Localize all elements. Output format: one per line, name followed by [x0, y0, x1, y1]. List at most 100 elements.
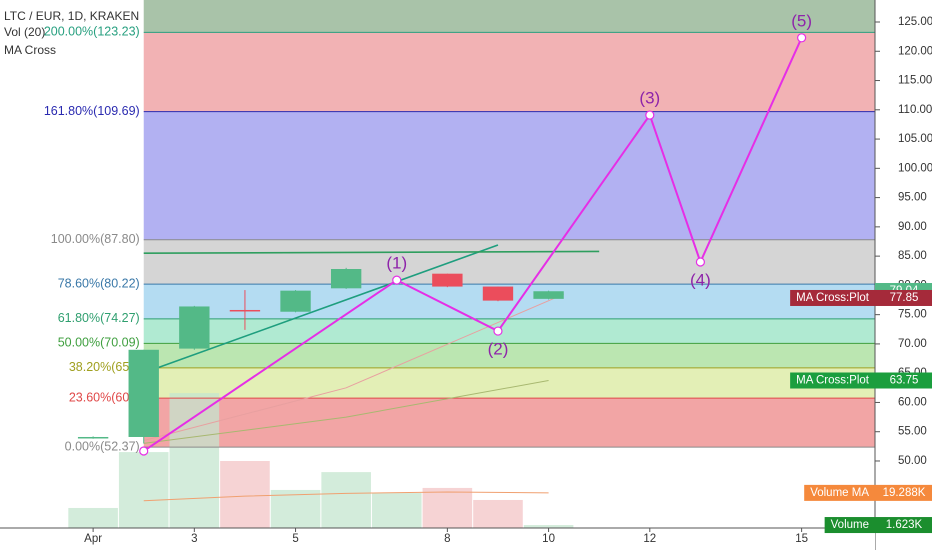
y-tick-label: 70.00 [898, 338, 927, 350]
badge-value-box [875, 372, 932, 389]
indicator-line [143, 380, 549, 444]
wave-point [645, 110, 655, 120]
candle-body [482, 286, 514, 301]
fib-level-label: 61.80%(74.27) [58, 311, 140, 325]
fib-level-label: 200.00%(123.23) [44, 25, 140, 39]
volume-bar [371, 493, 422, 528]
x-tick-label: 12 [643, 533, 656, 545]
y-tick-label: 85.00 [898, 250, 927, 262]
fib-level-label: 0.00%(52.37) [65, 439, 140, 453]
wave-label: (2) [488, 340, 509, 359]
y-tick-label: 95.00 [898, 192, 927, 204]
y-tick-label: 125.00 [898, 16, 932, 28]
price-badge: 63.75 MA Cross:Plot [790, 372, 932, 389]
indicator-label: Vol (20) [4, 25, 45, 39]
fib-band [143, 239, 875, 285]
wave-point [695, 257, 706, 267]
volume-bar [473, 499, 523, 528]
y-tick-label: 105.00 [898, 133, 932, 145]
fib-level-label: 161.80%(109.69) [44, 104, 140, 118]
badge-value: 1.623K [886, 519, 923, 531]
wave-point [392, 275, 402, 285]
volume-bar [321, 472, 371, 528]
y-tick-label: 75.00 [898, 309, 927, 321]
time-axis [0, 528, 875, 550]
badge-name: MA Cross:Plot [796, 292, 870, 304]
x-tick-label: 3 [191, 533, 197, 545]
fib-top-band [143, 0, 875, 33]
price-axis [875, 0, 932, 550]
badge-value-box [875, 517, 932, 534]
fib-level-label: 23.60%(60.7 [69, 390, 140, 404]
fib-band [143, 111, 875, 240]
volume-bar [68, 507, 118, 528]
wave-point [139, 446, 149, 456]
badge-value: 63.75 [890, 375, 919, 387]
wave-point [797, 33, 807, 43]
candle-body [533, 291, 564, 299]
y-tick-label: 110.00 [898, 104, 932, 116]
volume-bar [422, 487, 473, 528]
volume-bar [169, 393, 220, 528]
y-tick-label: 115.00 [898, 75, 932, 87]
volume-bar [523, 525, 574, 528]
x-tick-label: 5 [292, 533, 298, 545]
wave-label: (1) [386, 254, 407, 273]
indicator-line [143, 293, 564, 441]
candle-body [432, 273, 463, 287]
badge-name: Volume MA [810, 487, 869, 499]
candle-body [280, 290, 311, 312]
y-tick-label: 120.00 [898, 45, 932, 57]
badge-value-box [875, 289, 932, 306]
badge-name-box [790, 289, 875, 306]
fib-level-label: 100.00%(87.80) [51, 232, 140, 246]
y-tick-label: 55.00 [898, 426, 927, 438]
price-badge: 1.623K Volume [824, 517, 932, 534]
badge-value: 19.288K [883, 487, 926, 499]
wave-label: (5) [791, 11, 812, 30]
fib-level-label: 50.00%(70.09) [58, 336, 140, 350]
badge-name: MA Cross:Plot [796, 375, 870, 387]
fib-band [143, 343, 875, 368]
y-tick-label: 100.00 [898, 162, 932, 174]
x-tick-label: 10 [542, 533, 555, 545]
candle-body [229, 309, 261, 312]
volume-bar [220, 460, 270, 528]
y-tick-label: 50.00 [898, 455, 927, 467]
badge-value-box [875, 484, 932, 501]
candle-body [330, 269, 362, 289]
y-tick-label: 90.00 [898, 221, 927, 233]
wave-line [143, 37, 803, 452]
volume-bar [118, 452, 169, 528]
fib-level-label: 78.60%(80.22) [58, 276, 140, 290]
x-tick-label: 15 [795, 533, 808, 545]
indicator-line [157, 244, 499, 369]
candle-body [128, 349, 159, 437]
fib-level-label: 38.20%(65.9 [69, 360, 140, 374]
volume-bar [270, 489, 321, 528]
indicator-label: MA Cross [4, 43, 56, 57]
x-tick-label: 8 [444, 533, 450, 545]
badge-name-box [790, 372, 875, 389]
candle-body [77, 436, 109, 439]
wave-label: (3) [639, 89, 660, 108]
fib-band [143, 398, 875, 448]
price-badge: 19.288K Volume MA [804, 484, 932, 501]
indicator-line [143, 250, 600, 255]
badge-name-box [824, 517, 875, 534]
price-badge: 77.85 MA Cross:Plot [790, 289, 932, 306]
y-tick-label: 60.00 [898, 396, 927, 408]
volume-ma-line [143, 491, 549, 502]
badge-value: 77.85 [890, 292, 919, 304]
x-tick-label: Apr [84, 533, 102, 545]
candle-body [179, 306, 210, 349]
fib-band [143, 32, 875, 112]
badge-name: Volume [831, 519, 869, 531]
fib-band [143, 367, 875, 399]
fib-band [143, 318, 875, 344]
chart-title: LTC / EUR, 1D, KRAKEN [4, 9, 139, 23]
wave-point [493, 326, 503, 336]
badge-name-box [804, 484, 875, 501]
wave-label: (4) [690, 270, 711, 289]
